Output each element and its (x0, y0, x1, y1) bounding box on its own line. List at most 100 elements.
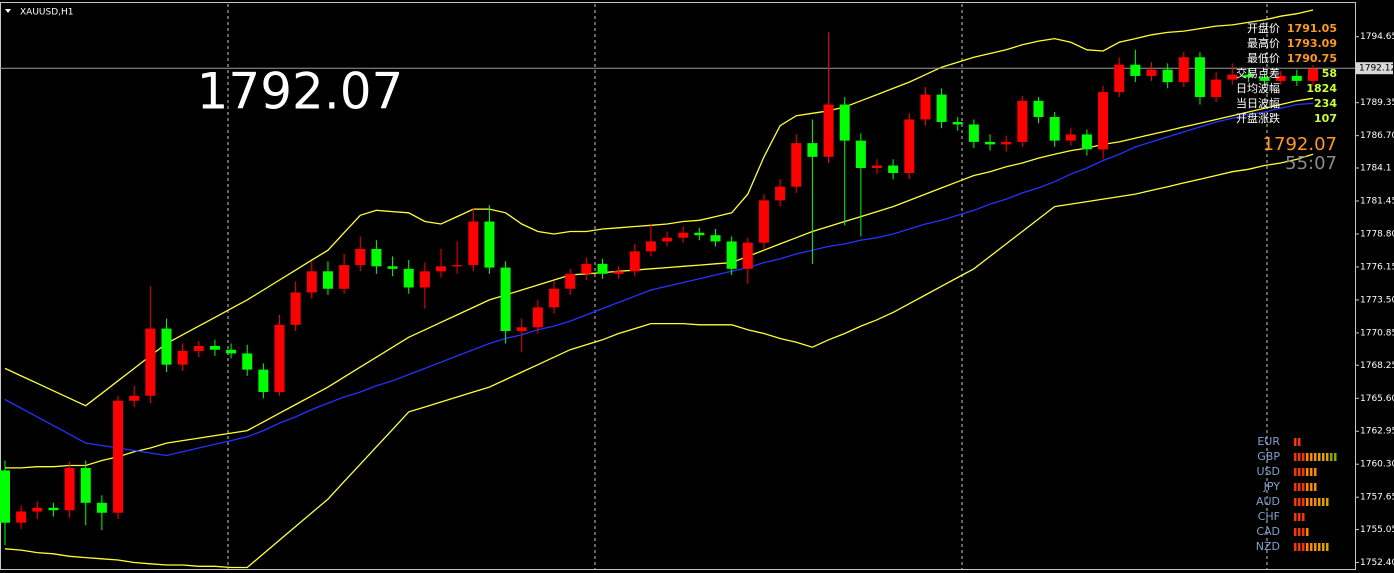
strength-bar (1302, 468, 1305, 476)
candle-body (1194, 57, 1205, 98)
candle-body (452, 265, 463, 267)
strength-bar (1310, 483, 1313, 491)
info-label: 最低价 (1247, 52, 1280, 65)
candle-body (855, 140, 866, 169)
candle-body (161, 328, 172, 365)
currency-label: JPY (1263, 480, 1281, 493)
strength-bar (1326, 543, 1329, 551)
candle-body (872, 165, 882, 169)
strength-meter (1294, 438, 1301, 446)
info-value: 1790.75 (1287, 52, 1337, 65)
candle-body (274, 324, 285, 393)
candle-body (484, 221, 495, 268)
candle-body (64, 467, 75, 511)
y-tick-label: 1784.1 (1360, 164, 1392, 174)
candle-body (726, 241, 737, 269)
strength-bar (1322, 498, 1325, 506)
candle-body (371, 248, 382, 267)
strength-bar (1314, 453, 1317, 461)
info-label: 日均波幅 (1236, 82, 1280, 95)
y-tick-label: 1752.40 (1360, 558, 1394, 568)
strength-meter (1294, 528, 1309, 536)
strength-bar (1302, 543, 1305, 551)
strength-bar (1318, 498, 1321, 506)
y-tick-label: 1768.25 (1360, 361, 1394, 371)
candle-body (32, 507, 43, 512)
candle-body (565, 273, 576, 289)
candle-body (1308, 68, 1318, 81)
info-value: 1793.09 (1287, 37, 1337, 50)
currency-label: CAD (1256, 525, 1280, 538)
strength-bar (1310, 498, 1313, 506)
candle-body (113, 400, 124, 513)
strength-bar (1294, 453, 1297, 461)
candle-body (629, 251, 640, 272)
candle-body (387, 266, 398, 269)
currency-label: CHF (1258, 510, 1280, 523)
strength-bar (1306, 468, 1309, 476)
strength-bar (1298, 453, 1301, 461)
candle-body (597, 263, 608, 274)
info-label: 交易点差 (1236, 66, 1280, 80)
candle-body (500, 267, 511, 332)
candle-body (549, 288, 560, 308)
strength-bar (1302, 498, 1305, 506)
strength-meter (1294, 498, 1329, 506)
candle-body (758, 200, 769, 243)
info-label: 开盘涨跌 (1236, 111, 1280, 125)
strength-bar (1314, 498, 1317, 506)
currency-label: AUD (1256, 495, 1280, 508)
strength-bar (1322, 543, 1325, 551)
strength-bar (1302, 483, 1305, 491)
strength-bar (1306, 498, 1309, 506)
candle-body (662, 237, 673, 242)
currency-label: NZD (1256, 540, 1280, 553)
strength-bar (1298, 498, 1301, 506)
candle-body (419, 271, 430, 288)
info-label: 开盘价 (1247, 21, 1280, 35)
currency-label: EUR (1257, 435, 1280, 448)
y-tick-label: 1789.35 (1360, 98, 1394, 108)
candle-body (145, 328, 156, 396)
big-price: 1792.07 (197, 63, 404, 121)
candle-body (694, 232, 705, 236)
candle-body (742, 242, 753, 269)
candle-body (1017, 100, 1028, 142)
strength-bar (1306, 453, 1309, 461)
candle-body (96, 502, 107, 513)
candle-body (1211, 79, 1222, 98)
candle-body (355, 248, 366, 266)
strength-bar (1322, 453, 1325, 461)
candle-body (1146, 69, 1157, 76)
strength-bar (1298, 468, 1301, 476)
candle-body (468, 221, 479, 266)
candle-body (532, 307, 543, 328)
strength-bar (1298, 543, 1301, 551)
strength-meter (1294, 543, 1329, 551)
indicator-line (5, 97, 1314, 469)
plot-frame (0, 2, 1356, 570)
candle-body (1098, 92, 1109, 150)
candle-body (1049, 116, 1060, 141)
candle-body (16, 511, 27, 523)
strength-bar (1318, 453, 1321, 461)
candle-body (129, 395, 140, 401)
candle-body (1065, 134, 1076, 141)
strength-bar (1298, 528, 1301, 536)
candle-body (226, 349, 237, 354)
candle-body (193, 345, 204, 351)
y-tick-label: 1781.45 (1360, 196, 1394, 206)
timer: 55:07 (1285, 153, 1337, 174)
y-tick-label: 1755.05 (1360, 525, 1394, 535)
candle-body (403, 268, 414, 288)
strength-bar (1314, 543, 1317, 551)
strength-bar (1326, 453, 1329, 461)
candle-body (242, 353, 253, 370)
strength-bar (1310, 453, 1313, 461)
indicator-line (4, 153, 1314, 569)
candle-body (258, 369, 269, 393)
strength-bar (1294, 528, 1297, 536)
currency-label: USD (1256, 465, 1280, 478)
